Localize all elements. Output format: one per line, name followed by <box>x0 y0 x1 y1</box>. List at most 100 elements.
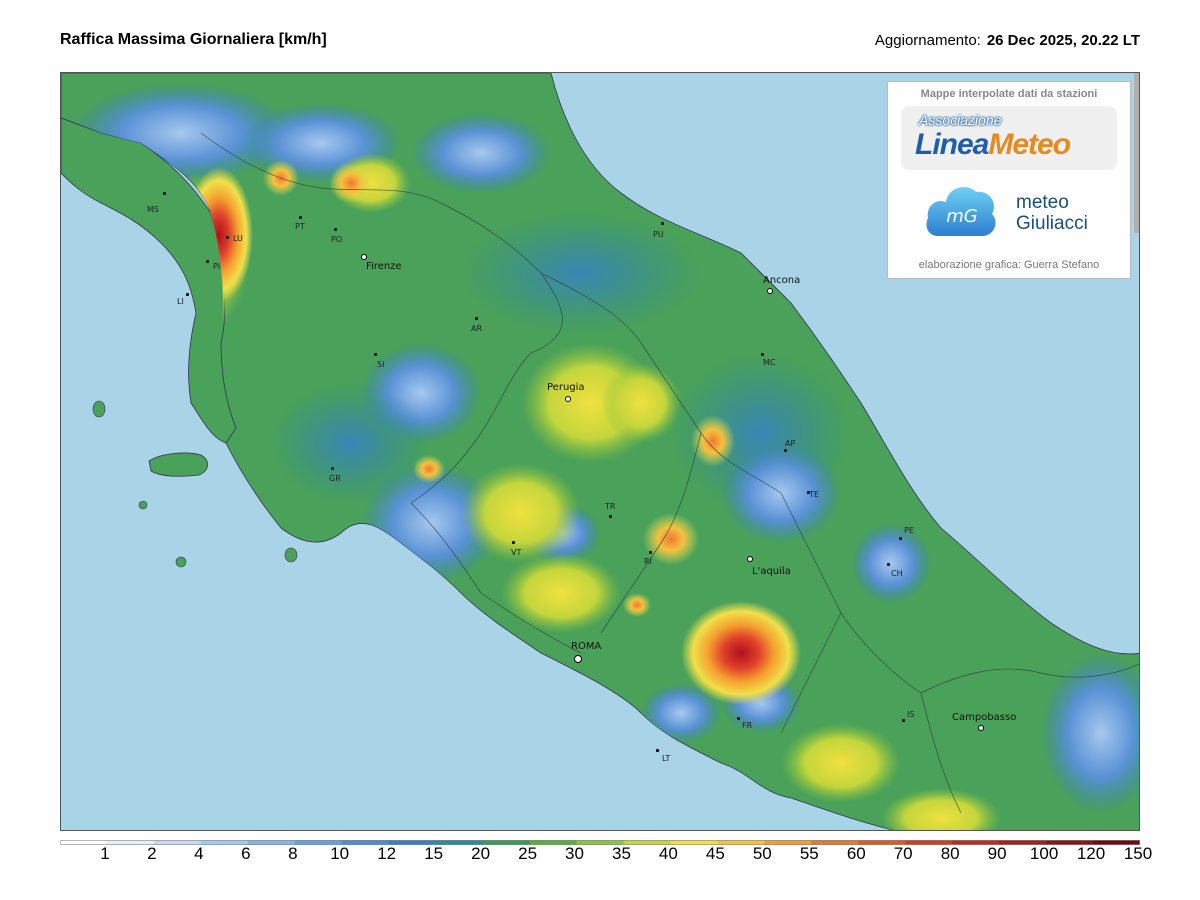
legend-swatch <box>106 840 155 845</box>
capraia-island <box>92 400 106 418</box>
svg-text:PU: PU <box>653 230 664 239</box>
province-ri: RI <box>644 551 652 566</box>
svg-text:PT: PT <box>295 222 305 231</box>
legend-swatch <box>952 840 1000 845</box>
province-fr: FR <box>737 717 753 730</box>
legend-swatch <box>764 840 812 845</box>
province-ar: AR <box>471 317 482 333</box>
svg-text:L'aquila: L'aquila <box>752 566 791 577</box>
legend-swatch <box>529 840 578 845</box>
legend-swatch <box>623 840 671 845</box>
svg-text:Perugia: Perugia <box>547 382 585 393</box>
legend-swatch <box>388 840 437 845</box>
legend-tick-label: 60 <box>846 844 866 863</box>
legend-swatch <box>858 840 906 845</box>
legend-tick-label: 80 <box>940 844 960 863</box>
linea-meteo-name: LineaMeteo <box>915 128 1071 161</box>
province-ap: AP <box>784 439 795 452</box>
legend-tick-label: 10 <box>330 844 350 863</box>
svg-text:Campobasso: Campobasso <box>952 712 1016 723</box>
legend-color-bar <box>60 840 1140 845</box>
legend-tick-label: 12 <box>377 844 397 863</box>
svg-text:ROMA: ROMA <box>571 641 601 652</box>
province-ch: CH <box>887 563 903 578</box>
legend-tick-label: 25 <box>518 844 538 863</box>
province-markers: MS LU PI LI PT PO AR SI GR PU MC AP TE P… <box>147 192 914 763</box>
legend-tick-label: 4 <box>194 844 204 863</box>
legend-tick-label: 40 <box>658 844 678 863</box>
province-lt: LT <box>656 749 670 763</box>
svg-text:TE: TE <box>808 490 819 499</box>
legend-swatch <box>247 840 296 845</box>
montecristo-island <box>175 556 187 568</box>
legend-swatch <box>294 840 343 845</box>
legend-swatch <box>1046 840 1094 845</box>
meteo-giuliacci-logo: mG meteo Giuliacci <box>888 178 1130 248</box>
giglio-island <box>284 547 298 563</box>
province-pt: PT <box>295 216 305 231</box>
logo-box: Mappe interpolate dati da stazioni Assoc… <box>887 81 1131 279</box>
svg-text:RI: RI <box>644 557 652 566</box>
svg-text:IS: IS <box>907 710 914 719</box>
svg-text:MC: MC <box>763 358 776 367</box>
legend-swatch <box>153 840 202 845</box>
province-li: LI <box>177 293 189 306</box>
svg-text:TR: TR <box>604 502 616 511</box>
svg-text:PI: PI <box>213 262 220 271</box>
legend-tick-label: 6 <box>241 844 251 863</box>
svg-text:AR: AR <box>471 324 482 333</box>
legend-swatch <box>905 840 953 845</box>
province-gr: GR <box>329 467 341 483</box>
city-ancona[interactable]: Ancona <box>763 275 800 294</box>
province-is: IS <box>902 710 914 722</box>
city-firenze[interactable]: Firenze <box>361 254 402 273</box>
province-te: TE <box>807 490 819 499</box>
province-tr: TR <box>604 502 616 518</box>
svg-text:SI: SI <box>377 360 384 369</box>
province-po: PO <box>331 228 342 244</box>
province-ms: MS <box>147 192 166 214</box>
legend-tick-label: 1 <box>100 844 110 863</box>
linea-meteo-assoc: Associazione <box>919 112 1002 128</box>
legend-tick-label: 90 <box>987 844 1007 863</box>
province-si: SI <box>374 353 384 369</box>
linea-meteo-logo: Associazione LineaMeteo <box>901 106 1117 170</box>
map-edge-strip <box>1134 73 1139 233</box>
update-value: 26 Dec 2025, 20.22 LT <box>986 32 1140 49</box>
legend-swatch <box>811 840 859 845</box>
elba-island <box>148 452 208 477</box>
svg-text:CH: CH <box>891 569 903 578</box>
province-pi: PI <box>206 260 220 271</box>
province-pe: PE <box>899 526 914 540</box>
update-label: Aggiornamento: <box>874 32 981 49</box>
legend-tick-label: 45 <box>705 844 725 863</box>
svg-text:LU: LU <box>233 234 243 243</box>
legend-swatch <box>60 840 108 845</box>
svg-text:GR: GR <box>329 474 341 483</box>
region-borders <box>200 132 1139 814</box>
meteo-giuliacci-text: meteo Giuliacci <box>1016 192 1088 234</box>
legend-tick-label: 20 <box>471 844 491 863</box>
cloud-icon: mG <box>926 187 996 236</box>
legend-swatch <box>482 840 531 845</box>
city-campobasso[interactable]: Campobasso <box>952 712 1016 731</box>
legend-tick-label: 35 <box>612 844 631 863</box>
svg-text:mG: mG <box>946 206 978 227</box>
legend-tick-label: 8 <box>288 844 298 863</box>
legend-labels: 1 2 4 6 8 10 12 15 20 25 30 35 40 45 50 55 60 70 80 90 100 12… <box>60 844 1152 868</box>
svg-text:Ancona: Ancona <box>763 275 800 286</box>
city-laquila[interactable]: L'aquila <box>747 556 791 578</box>
graphics-credit: elaborazione grafica: Guerra Stefano <box>918 259 1100 271</box>
province-lu: LU <box>226 234 243 243</box>
legend-tick-label: 55 <box>799 844 819 863</box>
legend-tick-label: 120 <box>1076 844 1106 863</box>
province-mc: MC <box>761 353 776 367</box>
legend-swatch <box>1093 840 1140 845</box>
city-perugia[interactable]: Perugia <box>547 382 585 402</box>
legend-swatch <box>200 840 249 845</box>
svg-text:MS: MS <box>147 205 159 214</box>
city-roma[interactable]: ROMA <box>571 641 601 663</box>
svg-text:PE: PE <box>904 526 914 535</box>
legend-swatch <box>341 840 390 845</box>
province-pu: PU <box>653 222 664 239</box>
